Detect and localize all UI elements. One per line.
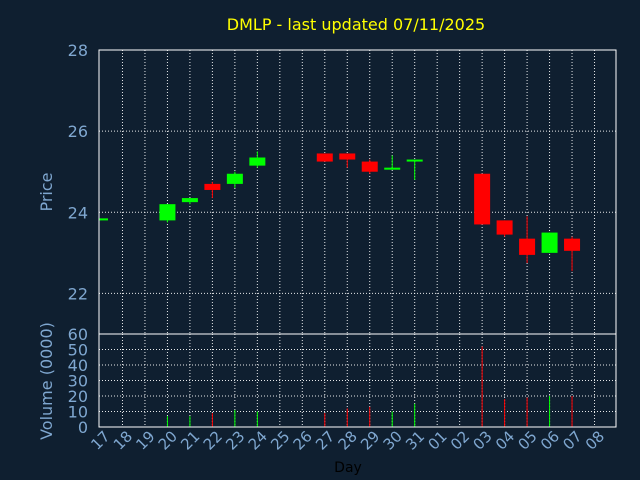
- candle-body: [226, 173, 243, 184]
- candle-body: [100, 218, 108, 221]
- price-plot-frame: [98, 49, 617, 335]
- candle-body: [406, 159, 423, 162]
- candle-body: [384, 167, 401, 170]
- chart-title: DMLP - last updated 07/11/2025: [227, 15, 485, 34]
- volume-tick-label: 60: [68, 325, 88, 344]
- candle-body: [541, 232, 558, 253]
- volume-tick-label: 10: [68, 403, 88, 422]
- volume-tick-label: 20: [68, 387, 88, 406]
- candle-body: [159, 204, 176, 221]
- volume-tick-label: 30: [68, 372, 88, 391]
- price-tick-label: 22: [68, 284, 88, 303]
- price-axis-label: Price: [37, 172, 56, 211]
- candle-body: [339, 153, 356, 160]
- candle-body: [181, 198, 198, 203]
- volume-axis-label: Volume (0000): [37, 322, 56, 440]
- candle-body: [361, 161, 378, 172]
- price-tick-label: 26: [68, 122, 88, 141]
- x-tick-label: 08: [582, 427, 608, 453]
- volume-tick-label: 0: [78, 418, 88, 437]
- candle-body: [316, 153, 333, 162]
- candle-body: [496, 220, 513, 235]
- price-tick-label: 24: [68, 203, 88, 222]
- candle-body: [519, 238, 536, 255]
- price-tick-label: 28: [68, 41, 88, 60]
- x-axis-label: Day: [334, 460, 362, 476]
- candle-body: [249, 157, 266, 166]
- candle-body: [474, 173, 491, 225]
- volume-tick-label: 50: [68, 341, 88, 360]
- volume-tick-label: 40: [68, 356, 88, 375]
- candle-body: [564, 238, 581, 251]
- volume-plot-frame: [98, 333, 617, 428]
- candle-body: [204, 183, 221, 190]
